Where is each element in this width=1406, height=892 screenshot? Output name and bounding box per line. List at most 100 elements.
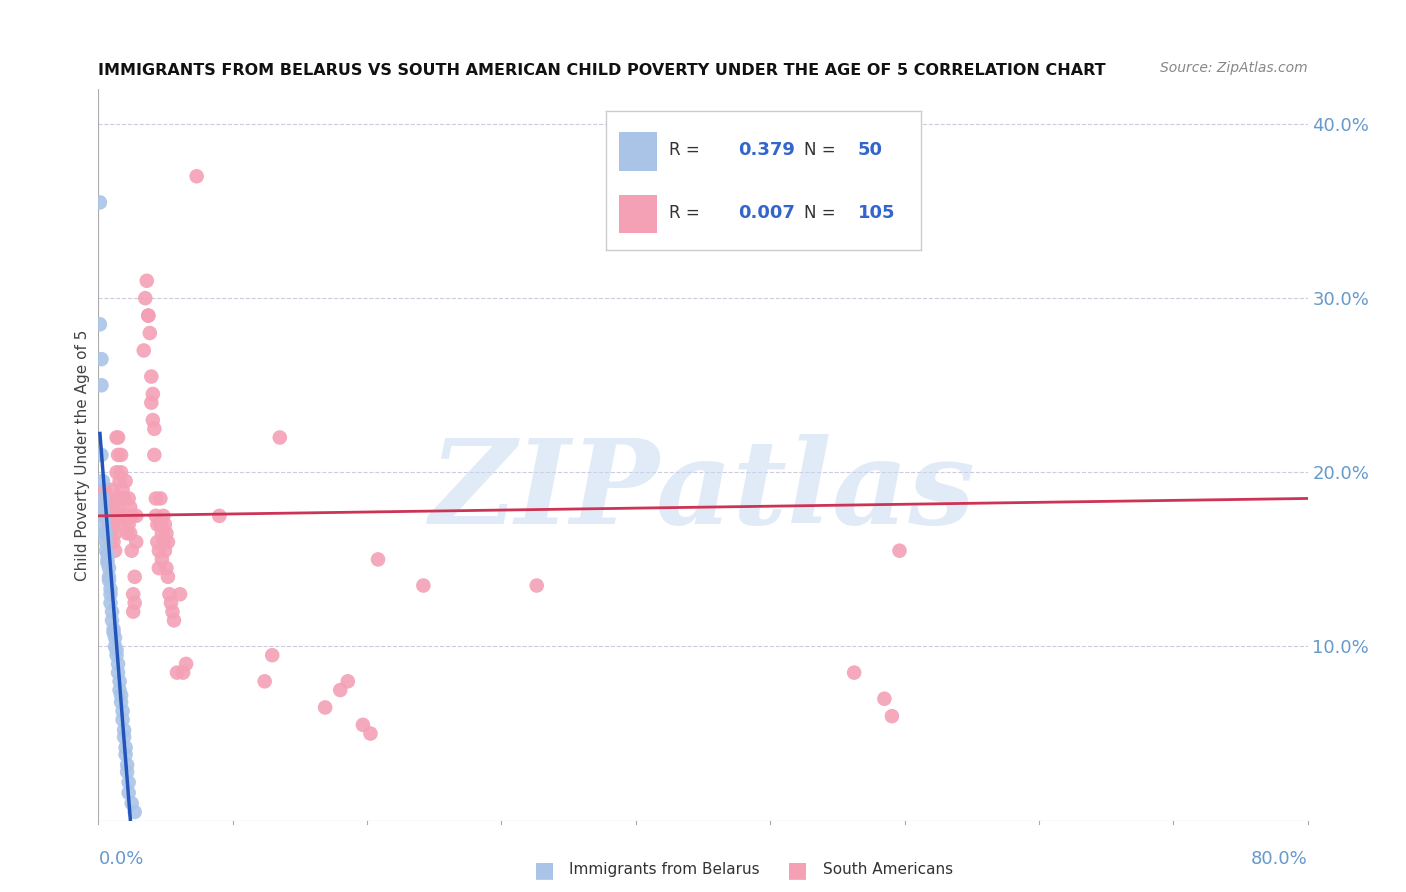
Point: [100, 587, 122, 601]
Point: [112, 508, 135, 523]
Point: [104, 631, 127, 645]
Text: ■: ■: [787, 860, 808, 880]
Point: [103, 535, 125, 549]
Point: [136, 309, 159, 323]
Point: [90, 352, 112, 367]
Point: [114, 740, 136, 755]
Point: [112, 723, 135, 737]
Point: [115, 758, 138, 772]
Point: [153, 517, 176, 532]
Point: [111, 508, 134, 523]
Point: [115, 508, 138, 523]
Point: [107, 500, 129, 515]
Point: [96, 508, 118, 523]
Point: [122, 587, 145, 601]
Point: [112, 730, 135, 744]
Point: [100, 582, 122, 596]
Point: [134, 291, 156, 305]
Point: [101, 508, 124, 523]
Point: [91, 474, 114, 488]
Text: Immigrants from Belarus: Immigrants from Belarus: [569, 863, 761, 877]
Point: [89, 318, 111, 332]
Point: [101, 521, 124, 535]
Point: [125, 535, 148, 549]
Point: [150, 526, 173, 541]
Point: [93, 526, 115, 541]
Point: [352, 718, 374, 732]
Point: [107, 657, 129, 671]
Point: [141, 369, 163, 384]
Point: [132, 343, 155, 358]
Point: [412, 578, 434, 592]
Point: [526, 578, 548, 592]
Point: [169, 587, 191, 601]
Point: [107, 665, 129, 680]
Point: [152, 508, 174, 523]
Point: [142, 387, 165, 401]
Point: [98, 517, 121, 532]
Point: [118, 786, 141, 800]
Point: [105, 643, 128, 657]
Point: [100, 596, 122, 610]
Point: [104, 526, 127, 541]
Point: [94, 535, 117, 549]
Point: [114, 474, 136, 488]
Point: [153, 543, 176, 558]
Point: [253, 674, 276, 689]
Point: [156, 570, 179, 584]
Point: [159, 587, 181, 601]
Point: [124, 596, 146, 610]
Point: [101, 605, 124, 619]
Point: [269, 430, 291, 444]
Point: [93, 517, 115, 532]
Point: [105, 491, 128, 506]
Point: [174, 657, 197, 671]
Point: [118, 491, 141, 506]
Point: [94, 526, 117, 541]
Point: [94, 508, 117, 523]
Point: [94, 543, 117, 558]
Point: [155, 561, 177, 575]
Point: [91, 491, 114, 506]
Point: [96, 547, 118, 561]
Point: [880, 709, 903, 723]
Point: [94, 500, 117, 515]
Point: [91, 500, 114, 515]
Point: [96, 556, 118, 570]
Point: [160, 596, 183, 610]
Point: [367, 552, 389, 566]
Point: [120, 526, 142, 541]
Point: [114, 747, 136, 762]
Point: [103, 500, 125, 515]
Point: [105, 430, 128, 444]
Point: [873, 691, 896, 706]
Point: [114, 517, 136, 532]
Point: [121, 796, 143, 810]
Point: [108, 674, 131, 689]
Text: South Americans: South Americans: [823, 863, 953, 877]
Point: [125, 508, 148, 523]
Point: [148, 543, 170, 558]
Point: [149, 491, 172, 506]
Text: 0.0%: 0.0%: [98, 850, 143, 868]
Point: [156, 535, 179, 549]
Point: [101, 483, 124, 497]
Point: [124, 570, 146, 584]
Point: [96, 491, 118, 506]
Point: [329, 683, 352, 698]
Point: [120, 500, 142, 515]
Point: [360, 726, 382, 740]
Point: [90, 448, 112, 462]
Point: [146, 535, 169, 549]
Point: [98, 574, 121, 588]
Point: [100, 508, 122, 523]
Point: [118, 517, 141, 532]
Point: [121, 508, 143, 523]
Point: [108, 683, 131, 698]
Point: [163, 613, 186, 627]
Point: [104, 640, 127, 654]
Point: [93, 508, 115, 523]
Point: [96, 552, 118, 566]
Point: [146, 517, 169, 532]
Point: [105, 466, 128, 480]
